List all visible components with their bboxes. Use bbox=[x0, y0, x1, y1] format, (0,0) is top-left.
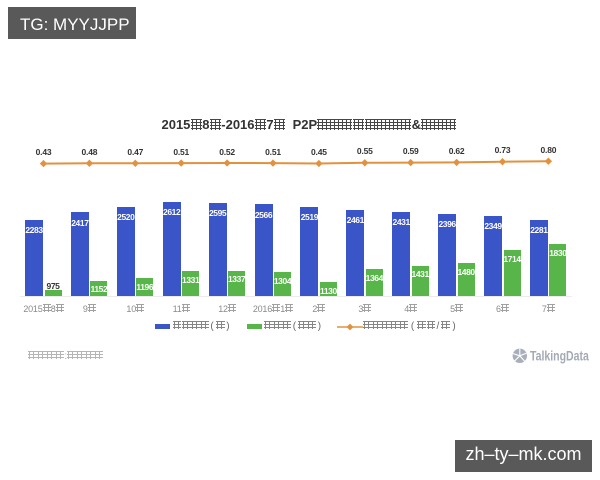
svg-text:TalkingData: TalkingData bbox=[530, 348, 589, 364]
